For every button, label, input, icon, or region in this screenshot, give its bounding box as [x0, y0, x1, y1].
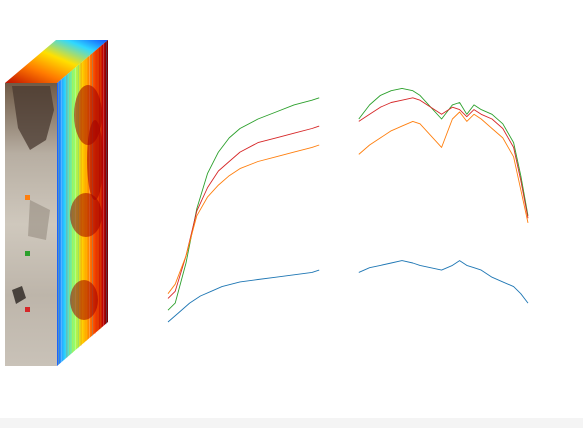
cube-top-face: [5, 40, 108, 83]
cube-front-shade: [28, 200, 50, 240]
marker-orange: [25, 195, 30, 200]
cube-intensity-blobs: [70, 85, 103, 320]
spectral-plot: [167, 87, 529, 323]
marker-green: [25, 251, 30, 256]
bottom-band: [0, 418, 583, 428]
cube-blob: [70, 193, 102, 237]
spectrum-line-red: [167, 97, 529, 299]
cube-front-dark-region: [12, 86, 54, 150]
hyperspectral-cube: [5, 40, 108, 366]
spectrum-line-green: [167, 87, 529, 311]
cube-front-dark-patch: [12, 286, 26, 304]
spectrum-line-orange: [167, 111, 529, 294]
spectrum-line-blue: [167, 260, 529, 323]
cube-blob: [87, 120, 103, 200]
cube-blob: [70, 280, 98, 320]
marker-red: [25, 307, 30, 312]
